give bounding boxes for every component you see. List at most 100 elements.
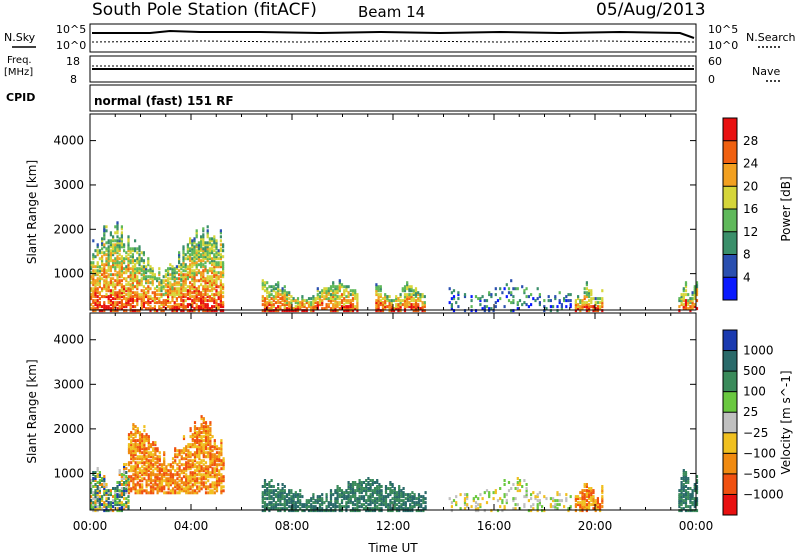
- echo-cell: [395, 507, 399, 511]
- echo-cell: [101, 243, 104, 247]
- echo-cell: [145, 275, 148, 279]
- echo-cell: [334, 303, 337, 307]
- echo-cell: [217, 293, 220, 297]
- echo-cell: [457, 293, 460, 297]
- echo-cell: [158, 451, 161, 455]
- echo-cell: [393, 507, 396, 511]
- echo-cell: [299, 499, 302, 503]
- echo-cell: [145, 467, 148, 471]
- echo-cell: [514, 487, 517, 490]
- echo-cell: [292, 297, 295, 301]
- echo-cell: [514, 287, 517, 291]
- echo-cell: [98, 475, 101, 478]
- echo-cell: [96, 287, 99, 291]
- echo-cell: [174, 461, 177, 465]
- echo-cell: [585, 483, 588, 486]
- echo-cell: [329, 285, 333, 289]
- echo-cell: [114, 499, 117, 503]
- echo-cell: [94, 483, 97, 486]
- echo-cell: [114, 285, 117, 289]
- echo-cell: [156, 461, 159, 465]
- echo-cell: [403, 299, 407, 303]
- echo-cell: [303, 299, 306, 303]
- echo-cell: [369, 479, 372, 482]
- echo-cell: [189, 475, 192, 479]
- echo-cell: [220, 451, 223, 455]
- echo-cell: [585, 499, 588, 503]
- echo-cell: [409, 499, 412, 503]
- echo-cell: [213, 459, 216, 463]
- echo-cell: [691, 503, 694, 507]
- echo-cell: [107, 247, 110, 251]
- echo-cell: [186, 305, 189, 309]
- echo-cell: [184, 269, 187, 273]
- echo-cell: [149, 297, 152, 301]
- echo-cell: [347, 485, 350, 488]
- echo-cell: [687, 481, 690, 484]
- echo-cell: [384, 489, 388, 493]
- echo-cell: [130, 447, 133, 451]
- echo-cell: [263, 491, 267, 495]
- echo-cell: [195, 263, 198, 267]
- echo-cell: [202, 275, 205, 279]
- echo-cell: [142, 289, 145, 293]
- echo-cell: [277, 503, 280, 507]
- echo-cell: [142, 267, 145, 271]
- echo-cell: [92, 509, 95, 513]
- colorbar-tick-label: −25: [743, 426, 768, 440]
- echo-cell: [215, 245, 218, 249]
- echo-cell: [285, 307, 289, 311]
- echo-cell: [305, 501, 308, 505]
- echo-cell: [171, 481, 175, 485]
- echo-cell: [560, 305, 563, 309]
- echo-cell: [200, 275, 203, 279]
- echo-cell: [406, 303, 409, 307]
- echo-cell: [680, 489, 683, 493]
- echo-cell: [321, 503, 324, 507]
- echo-cell: [193, 307, 196, 311]
- echo-cell: [202, 301, 205, 305]
- echo-cell: [202, 425, 205, 429]
- echo-cell: [371, 499, 374, 503]
- echo-cell: [424, 505, 427, 509]
- echo-cell: [207, 467, 210, 471]
- echo-cell: [215, 303, 218, 307]
- echo-cell: [695, 503, 699, 507]
- echo-cell: [132, 447, 135, 451]
- echo-cell: [158, 459, 161, 463]
- echo-cell: [186, 245, 189, 249]
- echo-cell: [175, 305, 178, 309]
- echo-cell: [189, 427, 192, 431]
- echo-cell: [222, 459, 225, 463]
- echo-cell: [120, 299, 123, 303]
- echo-cell: [178, 469, 181, 473]
- echo-cell: [149, 451, 153, 455]
- echo-cell: [270, 305, 273, 309]
- echo-cell: [130, 443, 133, 447]
- echo-cell: [288, 291, 291, 295]
- echo-cell: [395, 503, 399, 507]
- echo-cell: [338, 509, 341, 513]
- echo-cell: [693, 485, 696, 488]
- echo-cell: [393, 497, 396, 501]
- nave-scale-bottom: 0: [708, 73, 715, 86]
- echo-cell: [184, 267, 187, 271]
- echo-cell: [211, 243, 214, 247]
- echo-cell: [588, 309, 591, 313]
- echo-cell: [549, 503, 552, 507]
- echo-cell: [689, 301, 692, 305]
- echo-cell: [379, 285, 382, 289]
- echo-cell: [136, 491, 139, 495]
- echo-cell: [184, 283, 187, 287]
- echo-cell: [94, 255, 97, 259]
- echo-cell: [118, 289, 121, 293]
- echo-cell: [414, 303, 418, 307]
- echo-cell: [193, 477, 197, 481]
- echo-cell: [169, 481, 172, 485]
- echo-cell: [182, 265, 185, 269]
- echo-cell: [279, 297, 282, 301]
- colorbar-tick-label: 16: [743, 202, 758, 216]
- echo-cell: [191, 483, 194, 487]
- echo-cell: [215, 261, 218, 265]
